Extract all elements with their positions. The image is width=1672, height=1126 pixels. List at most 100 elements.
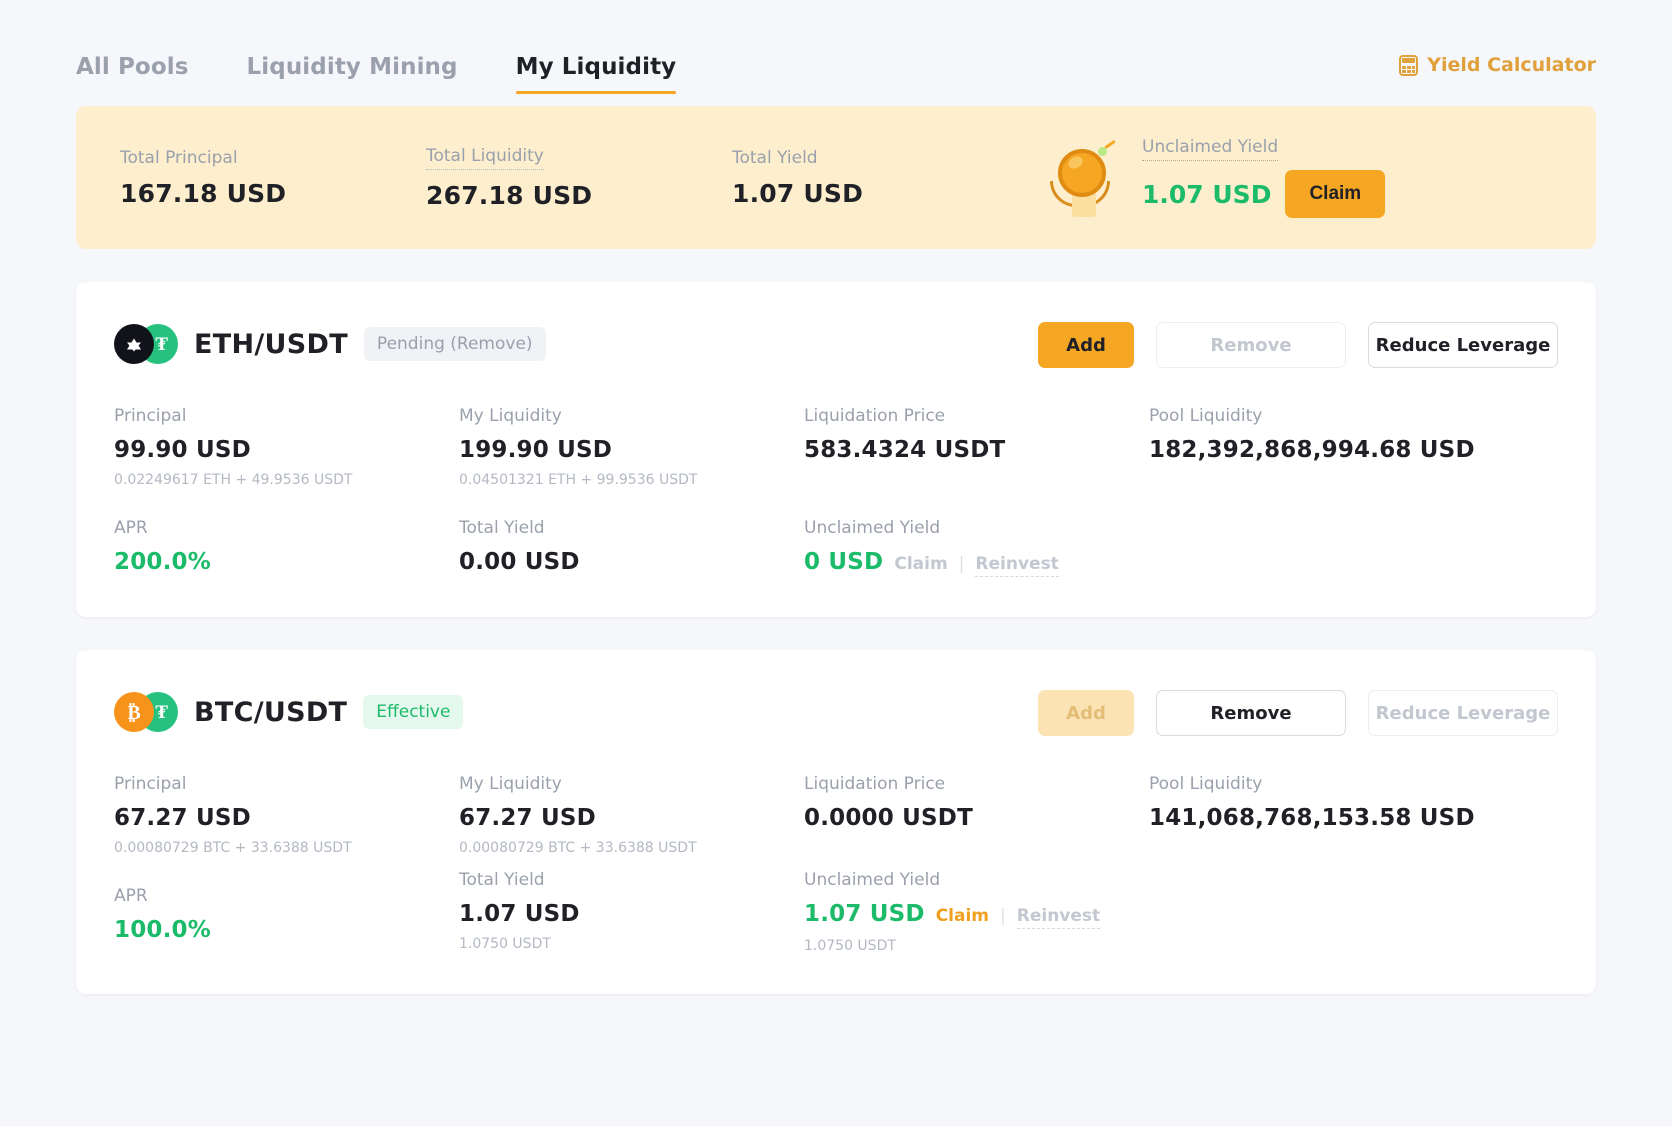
claim-button: Claim: [894, 554, 948, 574]
reduce-leverage-button[interactable]: Reduce Leverage: [1368, 322, 1558, 368]
pool-liquidity-label: Pool Liquidity: [1149, 774, 1263, 794]
metric-pool-liquidity: Pool Liquidity 141,068,768,153.58 USD: [1149, 774, 1494, 856]
liquidation-price-label: Liquidation Price: [804, 406, 946, 426]
summary-banner: Total Principal 167.18 USD Total Liquidi…: [76, 106, 1596, 249]
pool-actions: Add Remove Reduce Leverage: [1038, 322, 1558, 368]
total-liquidity-label[interactable]: Total Liquidity: [426, 146, 544, 170]
my-liquidity-label: My Liquidity: [459, 774, 562, 794]
unclaimed-yield-label: Unclaimed Yield: [804, 870, 941, 890]
pool-metrics-row-2: APR 200.0% Total Yield 0.00 USD Unclaime…: [114, 518, 1558, 577]
pool-liquidity-value: 182,392,868,994.68 USD: [1149, 437, 1475, 463]
add-button: Add: [1038, 690, 1134, 736]
unclaimed-yield-value: 1.07 USD: [804, 901, 925, 927]
unclaimed-yield-sub: 1.0750 USDT: [804, 938, 896, 954]
pool-metrics-row-2: APR 100.0% Total Yield 1.07 USD 1.0750 U…: [114, 870, 1558, 954]
principal-breakdown: 0.00080729 BTC + 33.6388 USDT: [114, 840, 352, 856]
metric-pool-liquidity: Pool Liquidity 182,392,868,994.68 USD: [1149, 406, 1494, 488]
status-badge: Effective: [363, 695, 464, 729]
divider: |: [1000, 906, 1006, 926]
my-liquidity-label: My Liquidity: [459, 406, 562, 426]
metric-principal: Principal 99.90 USD 0.02249617 ETH + 49.…: [114, 406, 459, 488]
my-liquidity-value: 199.90 USD: [459, 437, 613, 463]
unclaimed-yield-label: Unclaimed Yield: [804, 518, 941, 538]
principal-label: Principal: [114, 774, 187, 794]
yield-calculator-label: Yield Calculator: [1427, 54, 1596, 76]
claim-button[interactable]: Claim: [935, 906, 990, 926]
summary-total-principal: Total Principal 167.18 USD: [120, 148, 426, 208]
tab-my-liquidity[interactable]: My Liquidity: [515, 54, 677, 106]
summary-total-liquidity: Total Liquidity 267.18 USD: [426, 146, 732, 210]
reinvest-button: Reinvest: [1016, 906, 1101, 929]
unclaimed-yield-value: 0 USD: [804, 549, 884, 575]
pool-liquidity-value: 141,068,768,153.58 USD: [1149, 805, 1475, 831]
unclaimed-yield-label[interactable]: Unclaimed Yield: [1142, 137, 1279, 161]
liquidation-price-value: 583.4324 USDT: [804, 437, 1006, 463]
pool-card-header: ₿ ₮ BTC/USDT Effective: [114, 684, 1558, 740]
reduce-leverage-button: Reduce Leverage: [1368, 690, 1558, 736]
claim-all-button[interactable]: Claim: [1285, 170, 1386, 218]
pool-actions: Add Remove Reduce Leverage: [1038, 690, 1558, 736]
btc-icon: ₿: [114, 692, 154, 732]
unclaimed-yield-value: 1.07 USD: [1142, 179, 1272, 209]
my-liquidity-breakdown: 0.04501321 ETH + 99.9536 USDT: [459, 472, 698, 488]
metric-apr: APR 200.0%: [114, 518, 459, 577]
liquidation-price-label: Liquidation Price: [804, 774, 946, 794]
metric-unclaimed-yield: Unclaimed Yield 1.07 USD Claim | Reinves…: [804, 870, 1149, 954]
principal-value: 99.90 USD: [114, 437, 251, 463]
metric-spacer: [1149, 886, 1494, 954]
principal-value: 67.27 USD: [114, 805, 251, 831]
apr-label: APR: [114, 886, 148, 906]
pair-icons: ₮: [114, 324, 186, 364]
total-yield-sub: 1.0750 USDT: [459, 936, 551, 952]
pool-liquidity-label: Pool Liquidity: [1149, 406, 1263, 426]
liquidation-price-value: 0.0000 USDT: [804, 805, 973, 831]
pool-card-header: ₮ ETH/USDT Pending (Remove): [114, 316, 1558, 372]
add-button[interactable]: Add: [1038, 322, 1134, 368]
tab-liquidity-mining[interactable]: Liquidity Mining: [246, 54, 458, 80]
tab-bar: All Pools Liquidity Mining My Liquidity …: [76, 0, 1596, 106]
total-principal-label: Total Principal: [120, 147, 238, 168]
total-yield-value: 1.07 USD: [459, 901, 580, 927]
remove-button[interactable]: Remove: [1156, 690, 1346, 736]
yield-calculator-link[interactable]: Yield Calculator: [1399, 54, 1596, 76]
metric-principal: Principal 67.27 USD 0.00080729 BTC + 33.…: [114, 774, 459, 856]
metric-total-yield: Total Yield 0.00 USD: [459, 518, 804, 577]
eth-icon: [114, 324, 154, 364]
metric-liquidation-price: Liquidation Price 0.0000 USDT: [804, 774, 1149, 856]
summary-total-yield: Total Yield 1.07 USD: [732, 148, 1038, 208]
pair-icons: ₿ ₮: [114, 692, 186, 732]
total-yield-label: Total Yield: [732, 147, 818, 168]
metric-my-liquidity: My Liquidity 199.90 USD 0.04501321 ETH +…: [459, 406, 804, 488]
pool-pair-name: ETH/USDT: [194, 328, 348, 360]
status-badge: Pending (Remove): [363, 327, 546, 361]
tab-all-pools[interactable]: All Pools: [76, 54, 189, 80]
pool-pair-name: BTC/USDT: [194, 696, 348, 728]
principal-label: Principal: [114, 406, 187, 426]
pool-metrics-row-1: Principal 67.27 USD 0.00080729 BTC + 33.…: [114, 774, 1558, 856]
metric-total-yield: Total Yield 1.07 USD 1.0750 USDT: [459, 870, 804, 954]
summary-unclaimed-yield: Unclaimed Yield 1.07 USD Claim: [1048, 137, 1386, 219]
metric-liquidation-price: Liquidation Price 583.4324 USDT: [804, 406, 1149, 488]
my-liquidity-breakdown: 0.00080729 BTC + 33.6388 USDT: [459, 840, 697, 856]
apr-value: 100.0%: [114, 917, 211, 943]
remove-button: Remove: [1156, 322, 1346, 368]
apr-value: 200.0%: [114, 549, 211, 575]
my-liquidity-value: 67.27 USD: [459, 805, 596, 831]
calculator-icon: [1399, 54, 1419, 76]
metric-apr: APR 100.0%: [114, 886, 459, 954]
total-yield-label: Total Yield: [459, 870, 545, 890]
reinvest-button: Reinvest: [975, 554, 1059, 577]
total-yield-label: Total Yield: [459, 518, 545, 538]
coin-mascot-icon: [1048, 137, 1122, 219]
total-liquidity-value: 267.18 USD: [426, 180, 593, 210]
metric-spacer: [1149, 518, 1494, 577]
metric-my-liquidity: My Liquidity 67.27 USD 0.00080729 BTC + …: [459, 774, 804, 856]
metric-unclaimed-yield: Unclaimed Yield 0 USD Claim | Reinvest: [804, 518, 1149, 577]
pool-metrics-row-1: Principal 99.90 USD 0.02249617 ETH + 49.…: [114, 406, 1558, 488]
apr-label: APR: [114, 518, 148, 538]
total-yield-value: 0.00 USD: [459, 549, 580, 575]
pool-card-eth-usdt: ₮ ETH/USDT Pending (Remove) Add Remove R…: [76, 282, 1596, 617]
total-yield-value: 1.07 USD: [732, 178, 864, 208]
divider: |: [958, 554, 965, 574]
